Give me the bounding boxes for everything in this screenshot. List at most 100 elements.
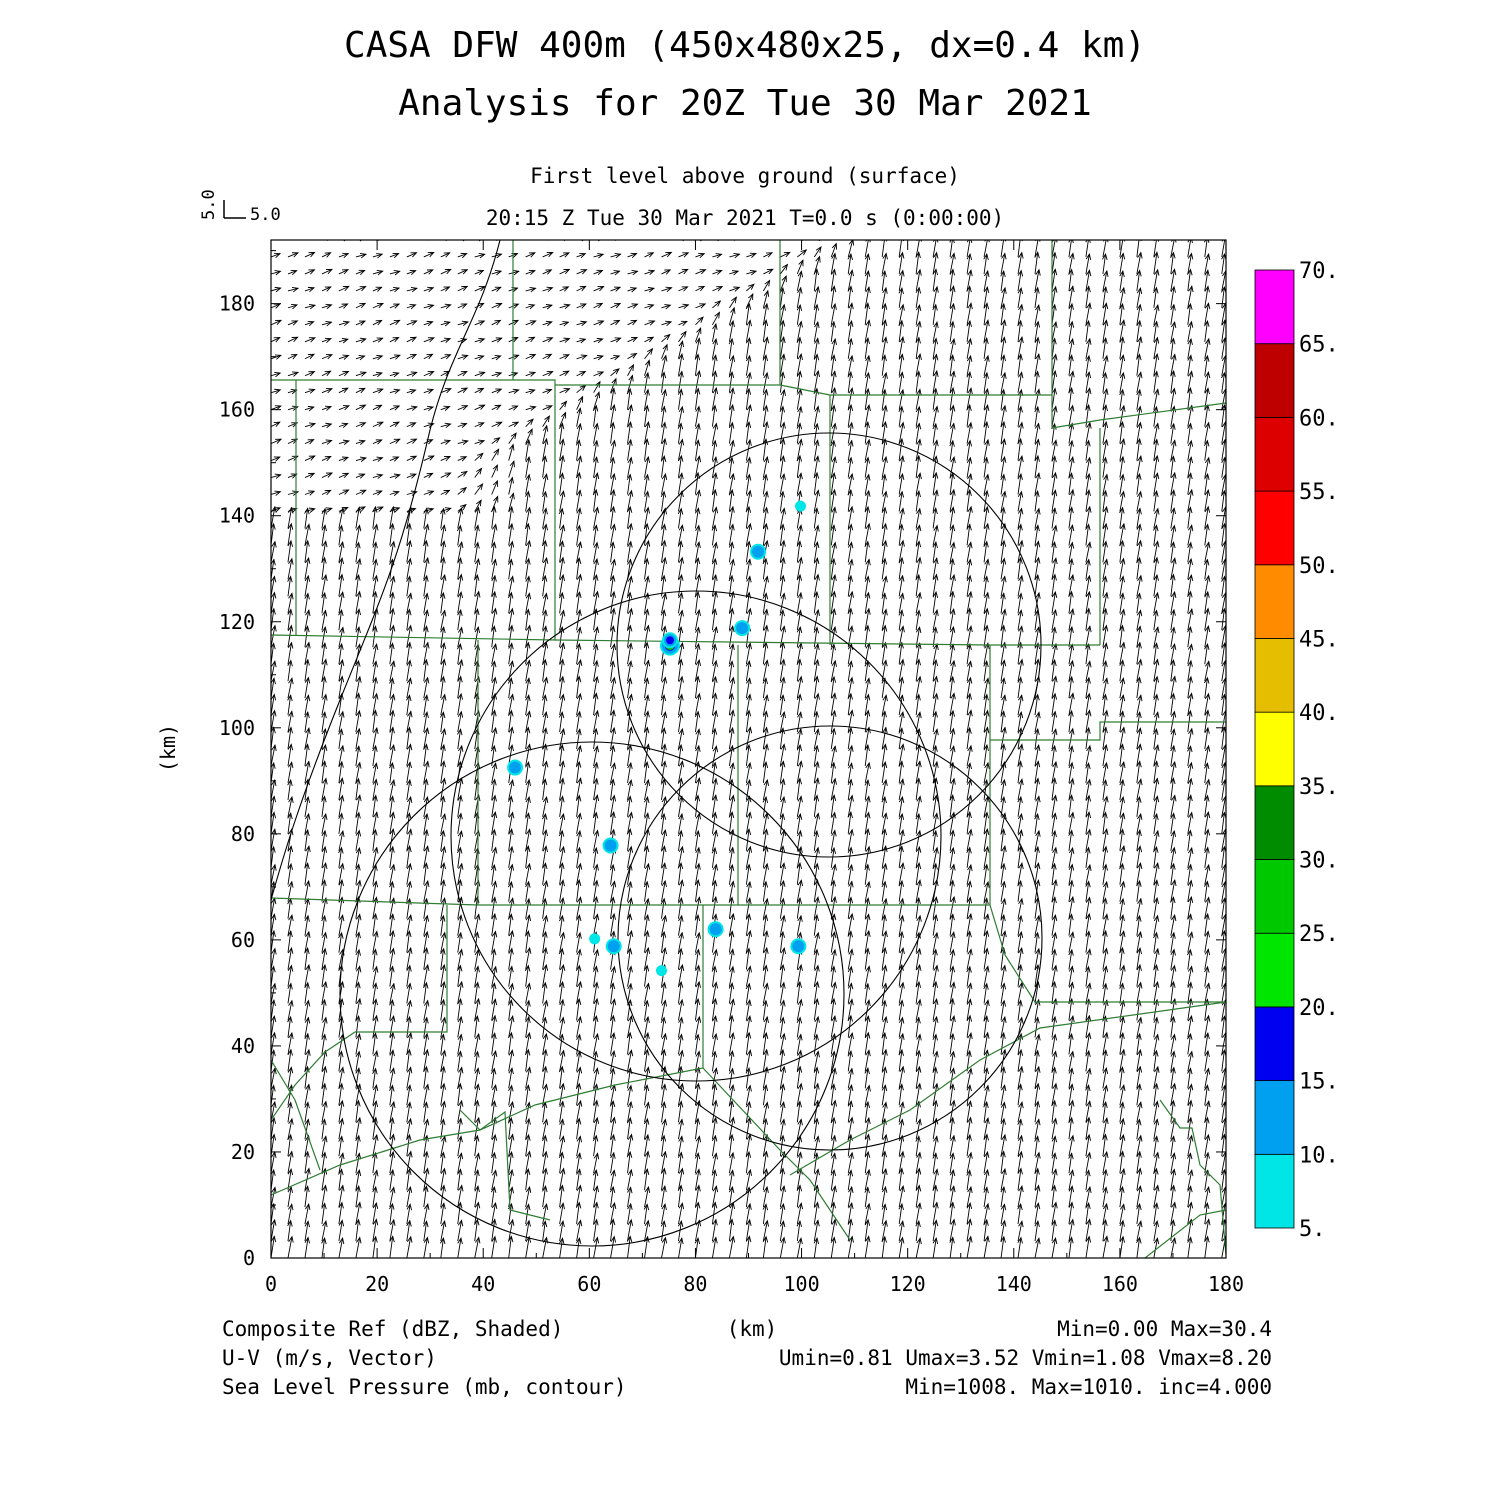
wind-vector — [949, 541, 956, 563]
wind-vector — [1119, 539, 1125, 563]
wind-vector — [1085, 1235, 1092, 1258]
wind-vector — [440, 354, 452, 360]
wind-vector — [966, 912, 973, 936]
wind-vector — [762, 897, 769, 919]
wind-vector — [1068, 472, 1074, 495]
wind-vector — [474, 1218, 480, 1242]
wind-vector — [609, 1218, 616, 1242]
wind-vector — [711, 777, 718, 800]
wind-vector — [660, 609, 667, 631]
wind-vector — [762, 1167, 769, 1191]
wind-vector — [898, 760, 904, 783]
wind-vector — [915, 947, 922, 970]
wind-vector — [813, 1082, 820, 1106]
wind-vector — [1017, 507, 1024, 529]
wind-vector — [304, 1101, 310, 1123]
colorbar-label: 20. — [1299, 996, 1339, 1021]
wind-vector — [338, 728, 344, 750]
wind-vector — [321, 914, 327, 936]
wind-vector — [745, 540, 752, 563]
wind-vector — [1051, 1152, 1057, 1174]
wind-vector — [338, 371, 350, 377]
wind-vector — [389, 1100, 396, 1123]
wind-vector — [1136, 1032, 1142, 1055]
wind-vector — [440, 1151, 446, 1174]
wind-vector — [1017, 539, 1024, 563]
wind-vector — [949, 573, 956, 597]
wind-vector — [983, 1015, 989, 1038]
wind-vector — [1017, 625, 1024, 648]
wind-vector — [678, 303, 690, 310]
wind-vector — [1051, 744, 1057, 767]
wind-vector — [847, 846, 854, 868]
wind-vector — [830, 948, 837, 970]
wind-vector — [440, 268, 452, 275]
wind-vector — [1136, 658, 1143, 682]
wind-vector — [1017, 999, 1023, 1021]
wind-vector — [983, 1133, 989, 1157]
wind-vector — [1221, 863, 1226, 885]
wind-vector — [983, 591, 990, 614]
wind-vector — [338, 1135, 344, 1157]
wind-vector — [932, 964, 939, 987]
wind-vector — [661, 658, 667, 682]
wind-vector — [830, 1185, 837, 1208]
wind-vector — [661, 1118, 668, 1140]
wind-vector — [321, 947, 328, 970]
wind-vector — [355, 811, 361, 834]
wind-vector — [1187, 1050, 1194, 1072]
wind-vector — [643, 1048, 650, 1072]
wind-vector — [406, 677, 413, 699]
wind-vector — [915, 812, 921, 834]
wind-vector — [728, 660, 735, 682]
wind-vector — [1085, 1185, 1092, 1208]
wind-vector — [932, 557, 939, 580]
wind-vector — [457, 692, 464, 716]
wind-vector — [440, 1049, 447, 1072]
wind-vector — [813, 692, 820, 716]
plot-area — [271, 240, 1226, 1258]
wind-vector — [593, 1201, 599, 1225]
wind-vector — [355, 269, 366, 275]
wind-vector — [796, 1065, 803, 1089]
wind-vector — [271, 863, 277, 885]
wind-vector — [525, 1066, 532, 1089]
wind-vector — [1102, 1049, 1108, 1072]
wind-vector — [304, 658, 310, 682]
wind-vector — [542, 676, 549, 699]
wind-vector — [779, 507, 786, 529]
wind-vector — [678, 845, 685, 868]
wind-vector — [762, 964, 769, 987]
wind-vector — [661, 1202, 667, 1225]
wind-vector — [932, 524, 939, 546]
wind-vector — [525, 1117, 531, 1140]
wind-vector — [1204, 965, 1210, 987]
wind-vector — [321, 1065, 328, 1089]
wind-vector — [406, 371, 418, 377]
wind-vector — [1153, 675, 1160, 699]
wind-vector — [779, 1236, 786, 1258]
wind-vector — [1136, 897, 1143, 919]
wind-vector — [813, 1237, 820, 1258]
wind-vector — [932, 1135, 939, 1157]
wind-vector — [915, 980, 922, 1004]
wind-vector — [406, 422, 417, 428]
wind-vector — [389, 929, 396, 953]
wind-vector — [525, 624, 532, 648]
wind-vector — [898, 592, 905, 614]
wind-vector — [1017, 862, 1024, 885]
wind-vector — [1000, 930, 1007, 953]
wind-vector — [287, 252, 300, 258]
wind-vector — [1034, 1065, 1041, 1089]
wind-vector — [439, 591, 446, 614]
wind-vector — [271, 490, 282, 496]
wind-vector — [1204, 912, 1210, 936]
wind-vector — [338, 931, 344, 953]
wind-vector — [881, 795, 887, 817]
wind-vector — [661, 304, 672, 310]
wind-vector — [287, 624, 294, 648]
wind-vector — [1203, 558, 1210, 580]
wind-vector — [491, 709, 497, 733]
wind-vector — [423, 897, 429, 919]
wind-vector — [1102, 642, 1109, 665]
